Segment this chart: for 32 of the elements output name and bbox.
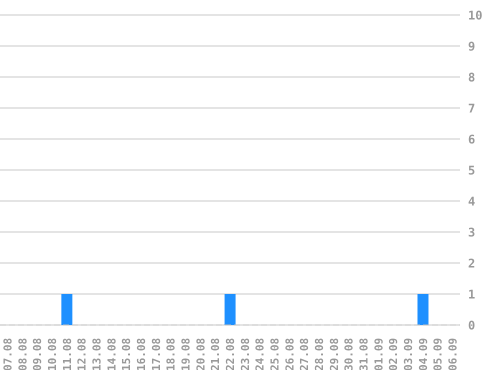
- y-tick-label: 6: [468, 132, 476, 146]
- x-tick-label: 03.09: [402, 338, 416, 370]
- x-tick-label: 18.08: [164, 338, 178, 370]
- y-tick-label: 4: [468, 194, 476, 208]
- x-tick-label: 15.08: [120, 338, 134, 370]
- y-tick-label: 8: [468, 70, 476, 84]
- x-tick-label: 01.09: [372, 338, 386, 370]
- x-tick-label: 08.08: [16, 338, 30, 370]
- y-tick-label: 10: [468, 8, 482, 22]
- x-tick-label: 06.09: [446, 338, 460, 370]
- x-tick-label: 16.08: [134, 338, 148, 370]
- y-tick-label: 5: [468, 163, 476, 178]
- x-tick-label: 04.09: [416, 338, 430, 370]
- y-tick-label: 0: [468, 318, 476, 332]
- x-tick-label: 05.09: [432, 338, 445, 370]
- x-tick-label: 07.08: [1, 338, 14, 370]
- x-tick-label: 13.08: [90, 338, 104, 370]
- y-tick-label: 1: [468, 287, 476, 302]
- x-tick-label: 09.08: [31, 338, 44, 370]
- x-tick-label: 30.08: [342, 338, 356, 370]
- y-tick-label: 7: [468, 101, 476, 116]
- x-tick-label: 11.08: [60, 338, 74, 370]
- x-tick-label: 17.08: [150, 338, 163, 370]
- y-tick-label: 3: [468, 225, 476, 240]
- x-tick-label: 19.08: [179, 338, 192, 370]
- x-tick-label: 12.08: [76, 338, 89, 370]
- x-tick-label: 10.08: [46, 338, 59, 370]
- x-tick-label: 31.08: [358, 338, 371, 370]
- x-tick-label: 14.08: [105, 338, 118, 370]
- y-tick-label: 9: [468, 39, 476, 54]
- x-tick-label: 02.09: [387, 338, 400, 370]
- y-tick-label: 2: [468, 256, 476, 270]
